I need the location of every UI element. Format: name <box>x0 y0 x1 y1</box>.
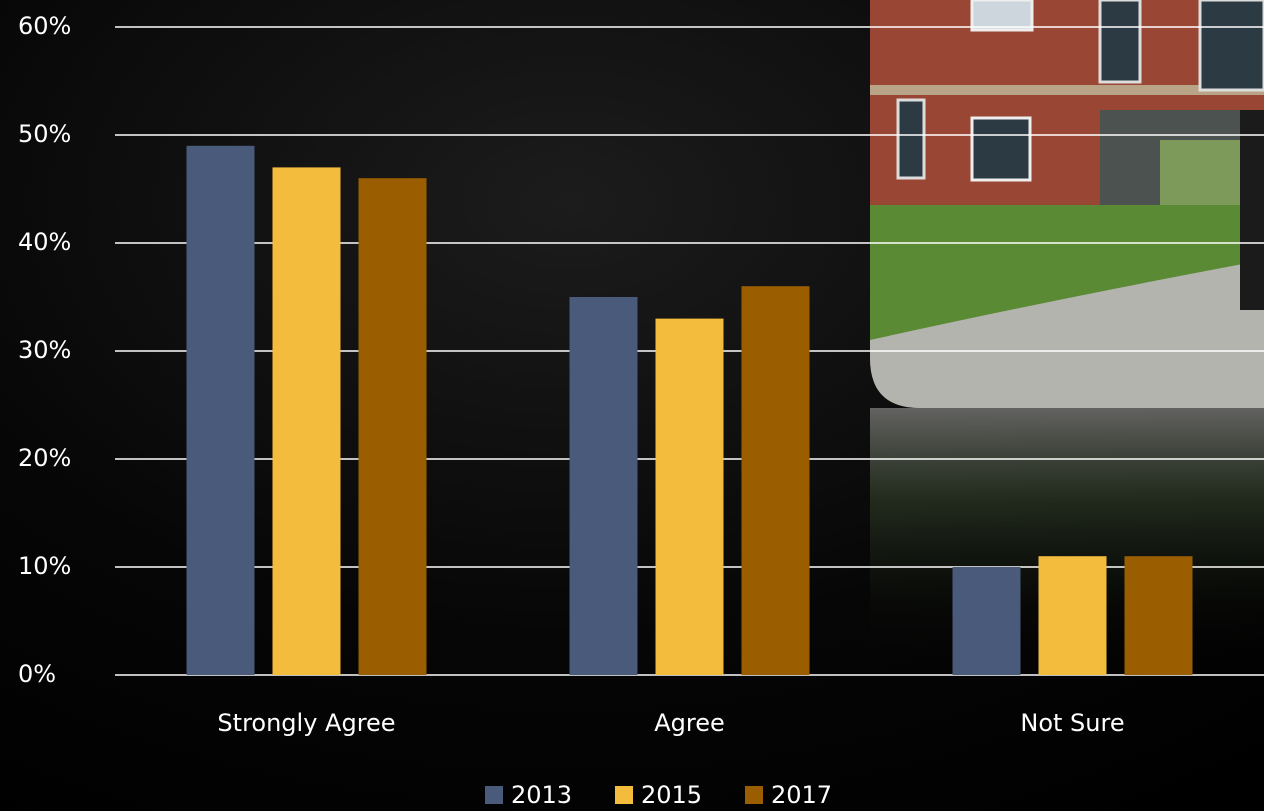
y-tick-label: 50% <box>18 120 71 148</box>
y-tick-label: 30% <box>18 336 71 364</box>
y-tick-label: 40% <box>18 228 71 256</box>
bar <box>186 145 255 676</box>
bar <box>569 297 638 675</box>
legend-swatch <box>615 786 633 804</box>
bar <box>741 286 810 675</box>
bar <box>1038 556 1107 675</box>
legend-label: 2015 <box>641 781 702 809</box>
legend-swatch <box>745 786 763 804</box>
bar <box>272 167 341 675</box>
bar <box>1124 556 1193 675</box>
x-tick-label: Not Sure <box>1020 709 1124 737</box>
y-tick-label: 0% <box>18 660 56 688</box>
legend-label: 2017 <box>771 781 832 809</box>
photo <box>870 0 1264 408</box>
legend-label: 2013 <box>511 781 572 809</box>
y-tick-label: 10% <box>18 552 71 580</box>
x-tick-label: Strongly Agree <box>217 709 395 737</box>
legend-swatch <box>485 786 503 804</box>
y-tick-label: 20% <box>18 444 71 472</box>
bar <box>655 318 724 675</box>
y-tick-label: 60% <box>18 12 71 40</box>
bar <box>358 178 427 675</box>
x-tick-label: Agree <box>654 709 725 737</box>
bar <box>952 567 1021 675</box>
